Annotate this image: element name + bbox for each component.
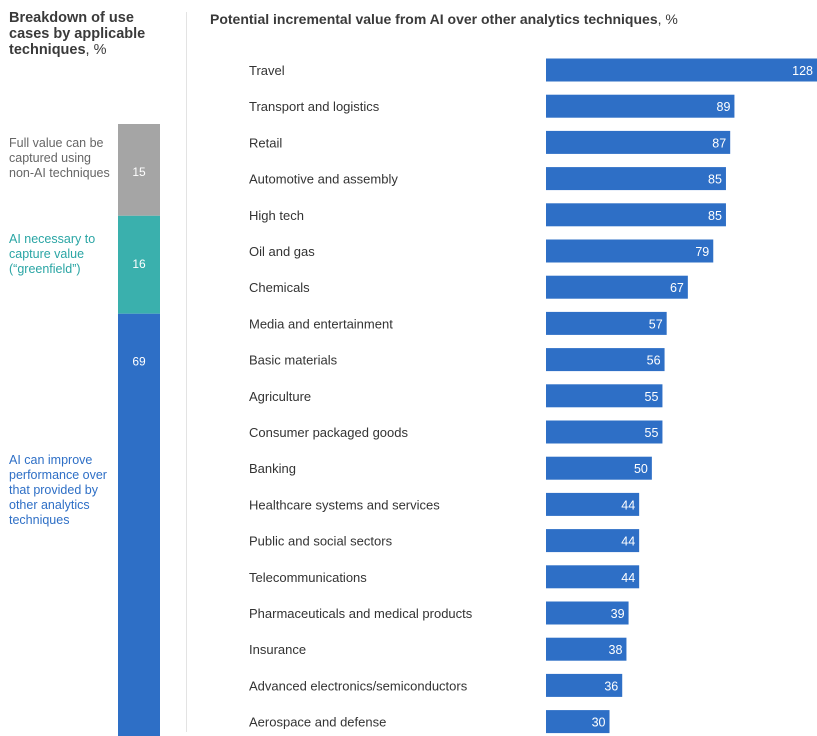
category-label: Chemicals [249,280,310,295]
bar-value-label: 44 [621,498,635,512]
category-label: Insurance [249,642,306,657]
segment-label-greenfield: AI necessary to capture value (“greenfie… [9,232,96,276]
panel-divider [186,12,187,732]
bar [546,673,623,697]
category-label: Advanced electronics/semiconductors [249,678,468,693]
stack-segment-value-2: 69 [132,355,146,369]
bar-value-label: 89 [717,100,731,114]
category-label: Transport and logistics [249,99,380,114]
bar [546,456,652,480]
bar [546,275,688,299]
bar-value-label: 36 [604,679,618,693]
stack-segment-0 [118,124,160,216]
bar [546,565,640,589]
bar [546,637,627,661]
bar [546,58,817,82]
category-label: Pharmaceuticals and medical products [249,606,473,621]
stack-segment-2 [118,313,160,736]
bar [546,203,726,227]
category-label: Aerospace and defense [249,715,386,730]
bar [546,130,731,154]
category-label: Media and entertainment [249,316,393,331]
bar-value-label: 55 [645,390,659,404]
bar-value-label: 67 [670,281,684,295]
right-panel-unit: , % [657,11,678,27]
category-label: Automotive and assembly [249,172,398,187]
category-label: Public and social sectors [249,534,393,549]
left-panel-unit: , % [85,42,107,58]
bar [546,384,663,408]
bar [546,601,629,625]
stack-segment-value-0: 15 [132,165,146,179]
category-label: Telecommunications [249,570,367,585]
bar-value-label: 30 [592,716,606,730]
category-label: Basic materials [249,353,338,368]
bar-value-label: 38 [609,643,623,657]
category-label: Agriculture [249,389,311,404]
bar-value-label: 79 [695,245,709,259]
bar [546,167,726,191]
stack-segment-1 [118,215,160,314]
stack-segment-value-1: 16 [132,257,146,271]
bar-value-label: 44 [621,535,635,549]
bar [546,94,735,118]
bar-value-label: 85 [708,209,722,223]
category-label: Oil and gas [249,244,315,259]
bar-value-label: 85 [708,173,722,187]
bar-value-label: 128 [792,64,813,78]
bar-value-label: 39 [611,607,625,621]
left-panel-title: Breakdown of use cases by applicable tec… [9,10,146,58]
bar [546,311,667,335]
segment-label-non-ai: Full value can be captured using non-AI … [9,136,110,180]
bar-value-label: 55 [645,426,659,440]
category-label: Retail [249,135,282,150]
bar-value-label: 87 [712,136,726,150]
bar [546,529,640,553]
bar [546,348,665,372]
bar [546,710,610,734]
bar-value-label: 44 [621,571,635,585]
category-label: Banking [249,461,296,476]
bar [546,420,663,444]
category-label: Healthcare systems and services [249,497,440,512]
bar-value-label: 57 [649,317,663,331]
bar [546,239,714,263]
bar-value-label: 50 [634,462,648,476]
right-panel-title: Potential incremental value from AI over… [210,11,678,27]
bar-value-label: 56 [647,354,661,368]
segment-label-ai-improves: AI can improve performance over that pro… [9,453,107,527]
category-label: Travel [249,63,285,78]
category-label: High tech [249,208,304,223]
category-label: Consumer packaged goods [249,425,408,440]
bar [546,492,640,516]
